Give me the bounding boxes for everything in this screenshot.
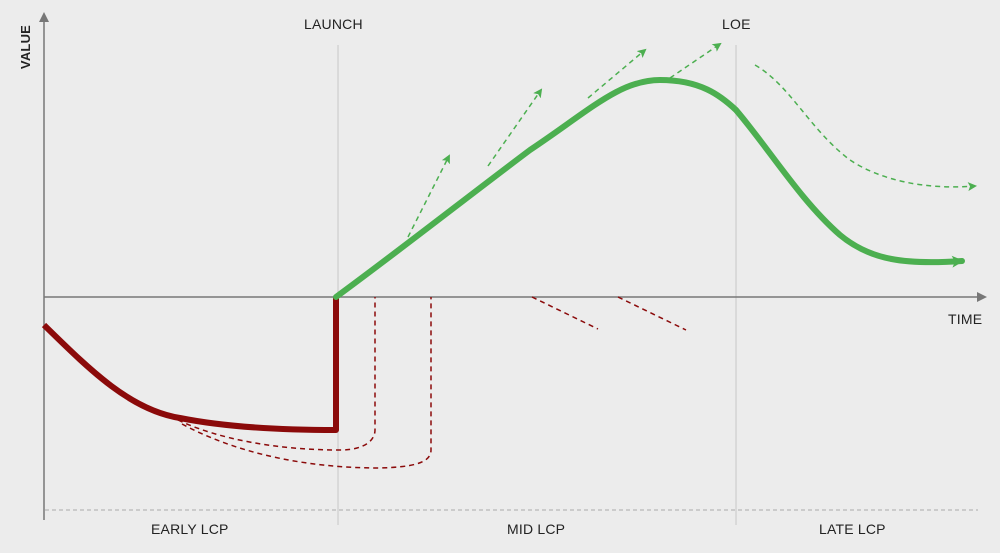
x-axis-label: TIME bbox=[948, 311, 983, 327]
growth-arrow-1 bbox=[407, 154, 450, 238]
investment-alt-path-2 bbox=[181, 297, 432, 469]
loe-label: LOE bbox=[722, 16, 751, 32]
growth-arrow-2 bbox=[487, 88, 543, 167]
late-lcp-label: LATE LCP bbox=[819, 521, 886, 537]
post-loe-alt-path bbox=[754, 64, 977, 192]
growth-arrow-3 bbox=[587, 48, 647, 99]
growth-arrow-4 bbox=[669, 42, 722, 79]
investment-alt-slope-1 bbox=[531, 296, 599, 330]
early-lcp-label: EARLY LCP bbox=[151, 521, 229, 537]
investment-alt-path-1 bbox=[177, 297, 376, 451]
investment-curve bbox=[41, 297, 339, 433]
launch-label: LAUNCH bbox=[304, 16, 363, 32]
value-curve bbox=[333, 77, 965, 300]
y-axis-label: VALUE bbox=[18, 24, 33, 70]
investment-alt-slope-2 bbox=[617, 296, 687, 331]
mid-lcp-label: MID LCP bbox=[507, 521, 566, 537]
